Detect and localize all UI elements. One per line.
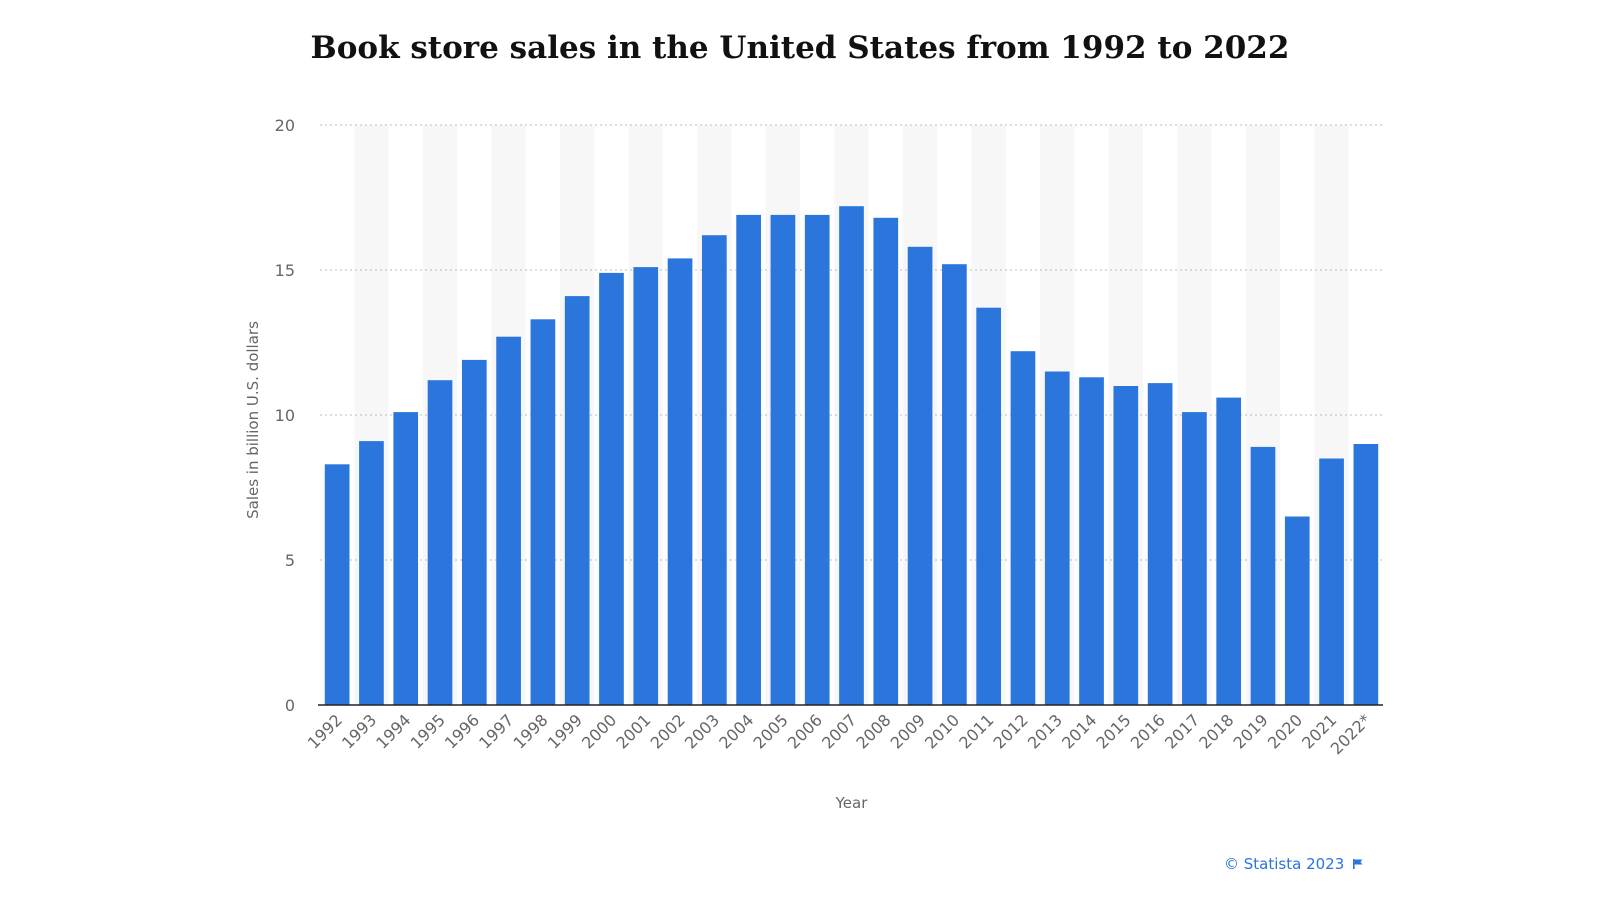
x-tick-label: 2004 [715,710,757,752]
bar[interactable] [1147,383,1173,705]
x-tick-label: 1999 [544,710,586,752]
x-tick-label: 2001 [612,710,654,752]
flag-icon [1353,859,1363,869]
x-tick-label: 2011 [955,710,997,752]
bar[interactable] [1353,444,1379,705]
x-tick-label: 1996 [441,710,483,752]
y-tick-labels: 0 5 10 15 20 [275,116,295,715]
x-tick-label: 2008 [852,710,894,752]
bar[interactable] [976,307,1002,705]
x-tick-label: 1997 [475,710,517,752]
x-tick-label: 2017 [1161,710,1203,752]
x-tick-label: 1995 [407,710,449,752]
chart-title: Book store sales in the United States fr… [310,30,1290,66]
bar[interactable] [1182,412,1207,705]
x-tick-label: 2016 [1127,710,1169,752]
bar[interactable] [564,296,590,705]
bar[interactable] [701,235,727,705]
y-tick-label: 5 [285,551,295,570]
x-tick-label: 2005 [750,710,792,752]
credit-text: © Statista 2023 [1224,855,1345,873]
bar[interactable] [359,441,384,705]
y-tick-label: 20 [275,116,295,135]
bar[interactable] [496,336,521,705]
x-tick-label: 2018 [1195,710,1237,752]
bar[interactable] [736,214,761,705]
x-tick-label: 2002 [647,710,689,752]
bar[interactable] [1079,377,1104,705]
bar[interactable] [530,319,556,705]
x-tick-label: 2007 [818,710,860,752]
bars [324,206,1379,706]
bar[interactable] [393,412,419,705]
x-tick-label: 1993 [338,710,380,752]
y-tick-label: 10 [275,406,295,425]
bar[interactable] [1113,386,1139,705]
x-tick-label: 2009 [887,710,929,752]
x-axis-title: Year [835,794,869,812]
x-tick-label: 2003 [681,710,723,752]
bar[interactable] [770,214,796,705]
x-tick-label: 1998 [509,710,551,752]
x-tick-label: 2010 [921,710,963,752]
y-tick-label: 0 [285,696,295,715]
bar[interactable] [427,380,453,705]
bar[interactable] [599,272,624,705]
x-tick-label: 2012 [990,710,1032,752]
bar[interactable] [1044,371,1070,706]
x-tick-label: 2013 [1024,710,1066,752]
x-tick-label: 2019 [1230,710,1272,752]
bar[interactable] [839,206,864,705]
x-tick-label: 2020 [1264,710,1306,752]
x-tick-label: 2006 [784,710,826,752]
x-tick-label: 2014 [1058,710,1100,752]
bar[interactable] [633,267,659,705]
bar[interactable] [461,359,487,705]
x-tick-label: 2000 [578,710,620,752]
x-tick-label: 1994 [372,710,414,752]
bar[interactable] [942,264,967,705]
x-tick-label: 2015 [1092,710,1134,752]
y-tick-label: 15 [275,261,295,280]
bar[interactable] [873,217,899,706]
bar[interactable] [1250,446,1276,705]
bar[interactable] [324,464,350,705]
bar[interactable] [1216,397,1242,705]
bar[interactable] [907,246,933,706]
bar[interactable] [1319,458,1344,706]
x-tick-labels: 1992199319941995199619971998199920002001… [304,710,1375,758]
statista-credit[interactable]: © Statista 2023 [1224,855,1364,873]
bar[interactable] [1284,516,1310,706]
bar[interactable] [1010,351,1036,705]
x-tick-label: 1992 [304,710,346,752]
bar[interactable] [804,214,830,705]
bar[interactable] [667,258,693,705]
y-axis-title: Sales in billion U.S. dollars [244,321,262,519]
